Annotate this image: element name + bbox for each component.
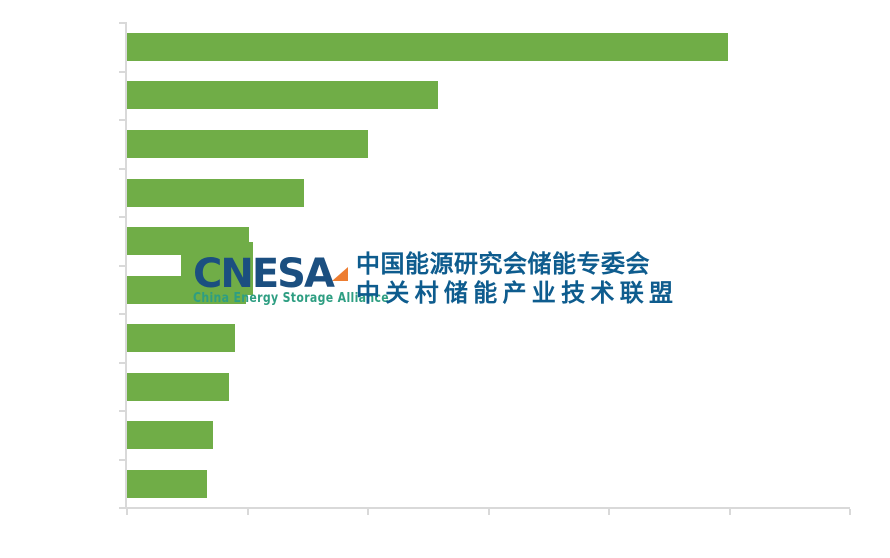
x-axis-tick bbox=[246, 509, 249, 515]
y-axis-tick bbox=[119, 410, 125, 412]
x-axis-line bbox=[125, 507, 850, 509]
bar bbox=[127, 178, 305, 207]
logo-chinese-line-1: 中国能源研究会储能专委会 bbox=[356, 250, 650, 278]
logo-orange-swoosh-icon bbox=[332, 267, 348, 281]
bar bbox=[127, 421, 213, 450]
y-axis-tick bbox=[119, 507, 125, 509]
x-axis-tick bbox=[608, 509, 610, 515]
x-axis-tick bbox=[728, 509, 731, 515]
logo-subtitle: China Energy Storage Alliance bbox=[193, 291, 390, 306]
logo-chinese-line-2: 中关村储能产业技术联盟 bbox=[356, 279, 679, 307]
logo-green-square bbox=[181, 242, 253, 295]
bar bbox=[127, 81, 438, 110]
y-axis-tick bbox=[119, 22, 125, 24]
y-axis-tick bbox=[119, 216, 125, 218]
x-axis-tick bbox=[849, 509, 851, 515]
bar bbox=[127, 372, 230, 401]
y-axis-tick bbox=[119, 361, 125, 364]
y-axis-tick bbox=[119, 119, 125, 121]
bar bbox=[127, 469, 207, 498]
y-axis-tick bbox=[119, 167, 125, 170]
x-axis-tick bbox=[487, 509, 490, 515]
y-axis-tick bbox=[119, 458, 125, 461]
x-axis-tick bbox=[126, 509, 128, 515]
bar bbox=[127, 324, 236, 353]
y-axis-line bbox=[125, 22, 127, 508]
y-axis-tick bbox=[119, 313, 125, 315]
bar bbox=[127, 129, 368, 158]
x-axis-tick bbox=[367, 509, 369, 515]
y-axis-tick bbox=[119, 70, 125, 73]
bar bbox=[127, 32, 729, 61]
y-axis-tick bbox=[119, 264, 125, 267]
logo-wordmark: CNESA bbox=[193, 251, 335, 297]
